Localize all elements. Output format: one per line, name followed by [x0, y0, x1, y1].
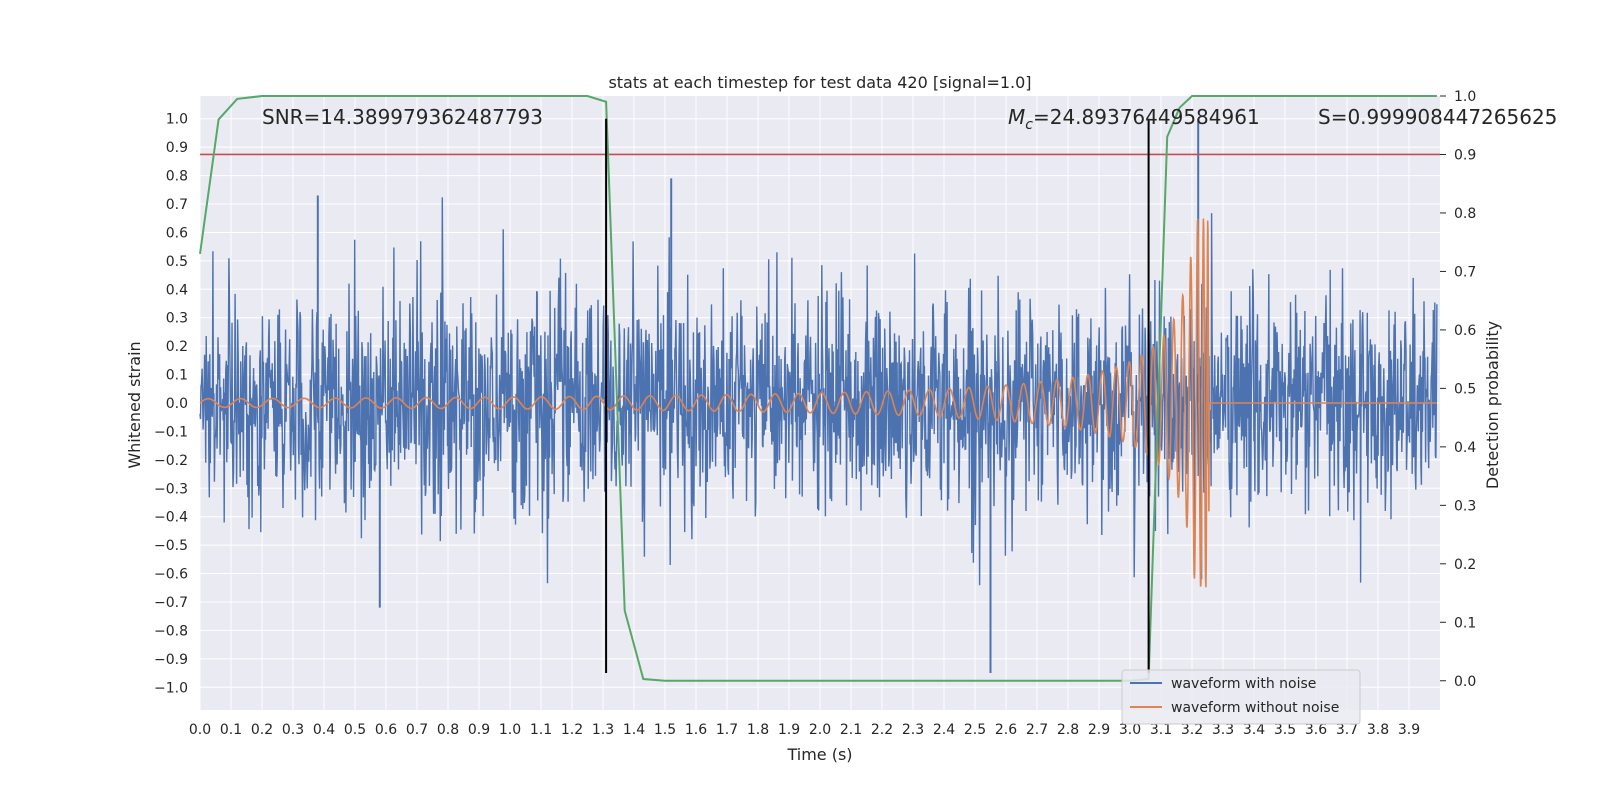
x-tick-label: 0.9 — [468, 722, 490, 738]
x-tick-label: 0.4 — [313, 722, 335, 738]
y-tick-label: −0.4 — [154, 510, 188, 526]
y-axis-label: Whitened strain — [125, 341, 144, 468]
chart-title: stats at each timestep for test data 420… — [608, 73, 1031, 92]
y-right-tick-label: 0.9 — [1454, 147, 1476, 163]
x-tick-label: 0.2 — [251, 722, 273, 738]
legend: waveform with noise waveform without noi… — [1121, 669, 1361, 725]
x-tick-label: 3.0 — [1119, 722, 1141, 738]
x-tick-label: 0.1 — [220, 722, 242, 738]
x-tick-label: 1.0 — [499, 722, 521, 738]
y-tick-label: 0.7 — [166, 197, 188, 213]
probability-line — [199, 95, 1437, 682]
x-tick-label: 1.9 — [778, 722, 800, 738]
probability-series — [199, 95, 1437, 682]
x-ticks: 0.0 0.1 0.2 0.3 0.4 0.5 0.6 0.7 0.8 0.9 1.0 1.1 1.2 1… — [189, 722, 1420, 738]
y-tick-label: 0.1 — [166, 368, 188, 384]
x-tick-label: 1.1 — [530, 722, 552, 738]
y-tick-label: 0.4 — [166, 282, 188, 298]
y-right-tick-label: 0.8 — [1454, 206, 1476, 222]
x-tick-label: 1.2 — [561, 722, 583, 738]
y-right-tick-label: 0.2 — [1454, 557, 1476, 573]
x-tick-label: 2.6 — [995, 722, 1017, 738]
x-tick-label: 0.8 — [437, 722, 459, 738]
y-tick-label: 1.0 — [166, 112, 188, 128]
x-tick-label: 0.6 — [375, 722, 397, 738]
legend-label-clean: waveform without noise — [1171, 700, 1339, 716]
x-tick-label: 0.7 — [406, 722, 428, 738]
x-tick-label: 1.8 — [747, 722, 769, 738]
clean-waveform-line — [199, 218, 1437, 588]
x-tick-label: 2.8 — [1057, 722, 1079, 738]
y-tick-label: 0.2 — [166, 339, 188, 355]
mc-annotation: Mc=24.89376449584961 — [1008, 105, 1260, 133]
y-tick-label: 0.0 — [166, 396, 188, 412]
y-tick-label: 0.6 — [166, 225, 188, 241]
x-tick-label: 1.5 — [654, 722, 676, 738]
legend-label-noise: waveform with noise — [1171, 676, 1316, 692]
s-annotation: S=0.999908447265625 — [1318, 105, 1557, 129]
x-tick-label: 1.6 — [685, 722, 707, 738]
x-tick-label: 2.9 — [1088, 722, 1110, 738]
x-tick-label: 3.5 — [1274, 722, 1296, 738]
mc-symbol: M — [1008, 105, 1025, 129]
x-tick-label: 2.7 — [1026, 722, 1048, 738]
y-right-axis-label: Detection probability — [1483, 321, 1502, 489]
x-tick-label: 3.1 — [1150, 722, 1172, 738]
mc-subscript: c — [1025, 117, 1033, 133]
y-tick-label: 0.8 — [166, 169, 188, 185]
y-tick-label: −0.8 — [154, 623, 188, 639]
y-right-tick-label: 0.5 — [1454, 381, 1476, 397]
snr-annotation: SNR=14.389979362487793 — [262, 105, 543, 129]
x-tick-label: 2.0 — [809, 722, 831, 738]
mc-value: =24.89376449584961 — [1033, 105, 1260, 129]
vertical-markers — [605, 118, 1150, 674]
y-right-tick-label: 0.4 — [1454, 440, 1476, 456]
y-right-tick-label: 1.0 — [1454, 89, 1476, 105]
x-tick-label: 3.6 — [1305, 722, 1327, 738]
y-tick-label: 0.3 — [166, 311, 188, 327]
legend-box — [1121, 669, 1361, 725]
y-tick-label: −0.6 — [154, 567, 188, 583]
x-tick-label: 3.7 — [1336, 722, 1358, 738]
y-tick-label: −0.3 — [154, 481, 188, 497]
x-tick-label: 3.2 — [1181, 722, 1203, 738]
x-tick-label: 0.0 — [189, 722, 211, 738]
y-tick-label: −0.1 — [154, 424, 188, 440]
x-tick-label: 3.9 — [1398, 722, 1420, 738]
y-right-tick-label: 0.3 — [1454, 498, 1476, 514]
y-right-tick-label: 0.1 — [1454, 615, 1476, 631]
y-tick-label: −0.7 — [154, 595, 188, 611]
x-tick-label: 2.3 — [902, 722, 924, 738]
x-axis-label: Time (s) — [786, 745, 852, 764]
y-tick-label: −1.0 — [154, 680, 188, 696]
right-y-ticks: 1.0 0.9 0.8 0.7 0.6 0.5 0.4 0.3 0.2 0.1 0.0 — [1440, 89, 1476, 690]
y-tick-label: −0.2 — [154, 453, 188, 469]
x-tick-label: 0.5 — [344, 722, 366, 738]
x-tick-label: 0.3 — [282, 722, 304, 738]
y-right-tick-label: 0.6 — [1454, 323, 1476, 339]
left-y-ticks: 1.0 0.9 0.8 0.7 0.6 0.5 0.4 0.3 0.2 0.1 0.0 −0.1 −0.… — [154, 112, 188, 697]
x-tick-label: 3.3 — [1212, 722, 1234, 738]
chirp-series — [199, 218, 1437, 588]
x-tick-label: 1.3 — [592, 722, 614, 738]
x-tick-label: 3.4 — [1243, 722, 1265, 738]
x-tick-label: 1.7 — [716, 722, 738, 738]
x-tick-label: 3.8 — [1367, 722, 1389, 738]
y-right-tick-label: 0.7 — [1454, 264, 1476, 280]
x-tick-label: 2.4 — [933, 722, 955, 738]
x-tick-label: 2.5 — [964, 722, 986, 738]
x-tick-label: 1.4 — [623, 722, 645, 738]
y-tick-label: 0.5 — [166, 254, 188, 270]
y-tick-label: 0.9 — [166, 140, 188, 156]
y-right-tick-label: 0.0 — [1454, 674, 1476, 690]
y-tick-label: −0.5 — [154, 538, 188, 554]
y-tick-label: −0.9 — [154, 652, 188, 668]
x-tick-label: 2.1 — [840, 722, 862, 738]
x-tick-label: 2.2 — [871, 722, 893, 738]
noise-line — [199, 197, 1438, 586]
